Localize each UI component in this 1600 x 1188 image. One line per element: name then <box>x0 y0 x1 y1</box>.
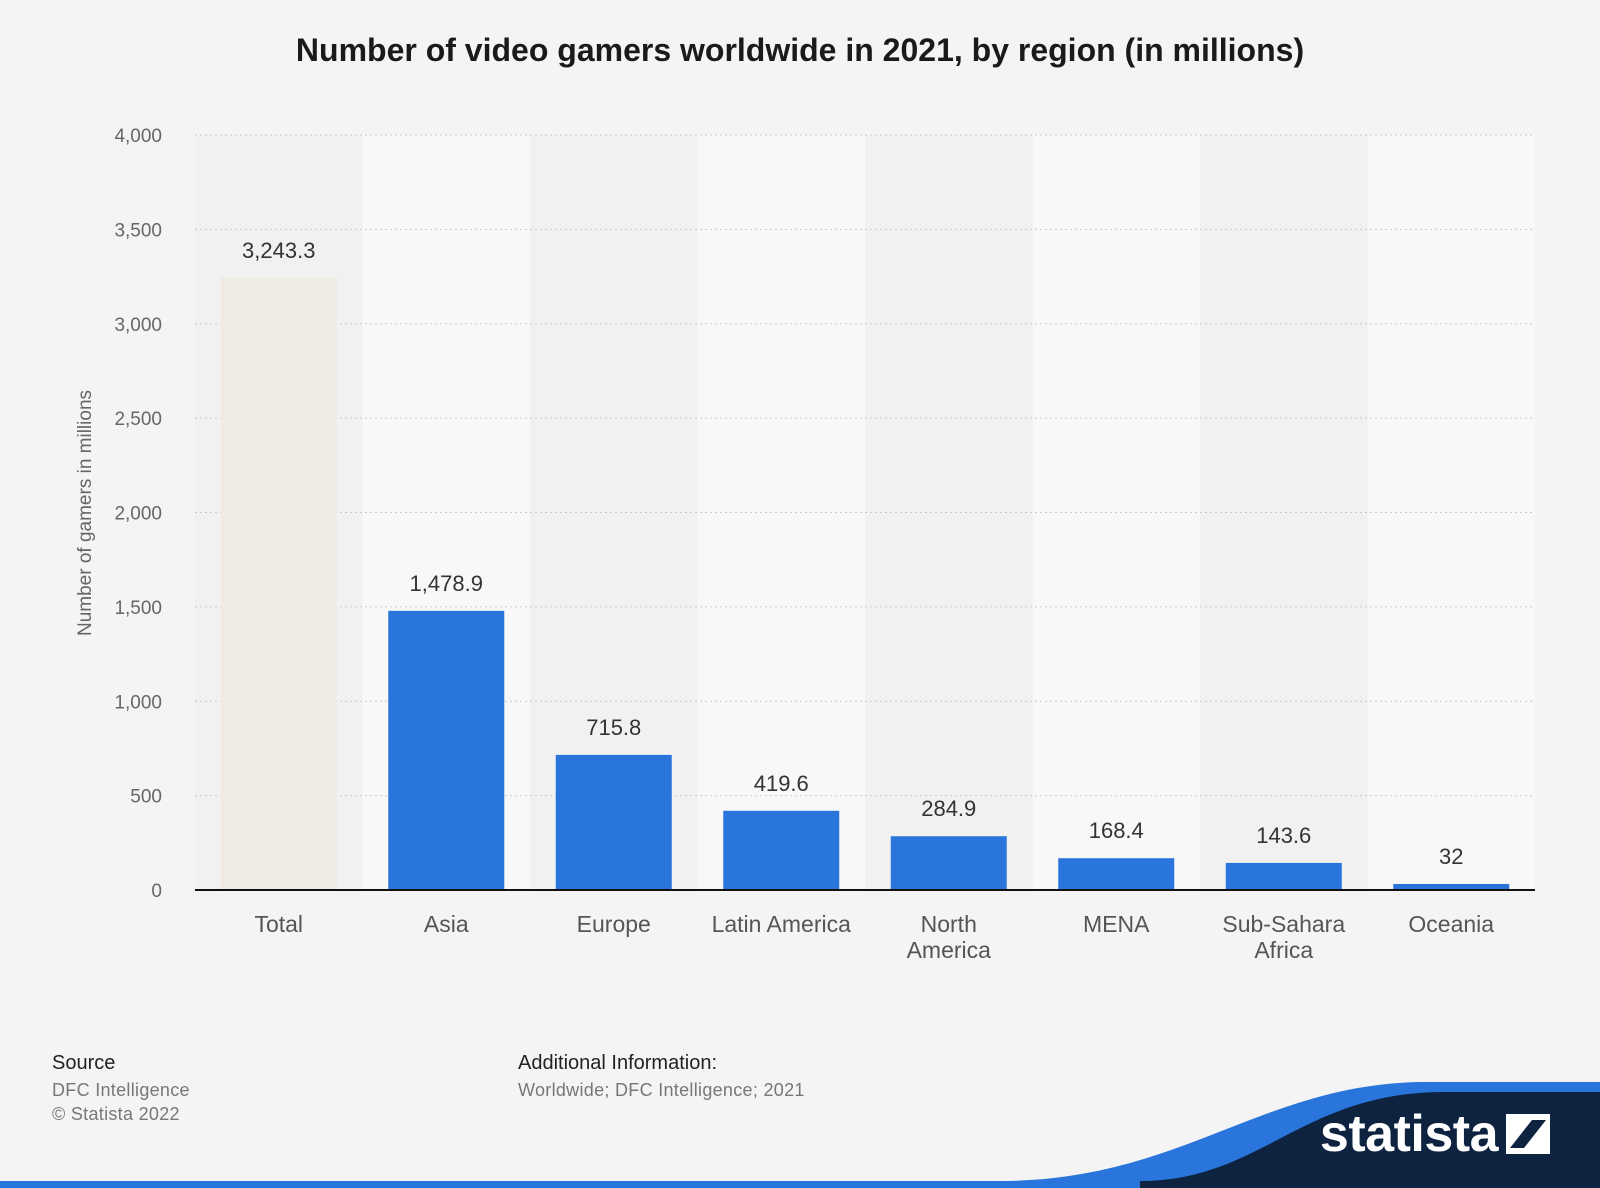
statista-logo[interactable]: statista <box>1320 1108 1550 1160</box>
bar-latin-america[interactable] <box>723 810 840 890</box>
source-name[interactable]: DFC Intelligence <box>52 1080 190 1100</box>
bar-asia[interactable] <box>388 610 505 890</box>
value-label: 284.9 <box>921 796 976 821</box>
value-label: 715.8 <box>586 715 641 740</box>
y-tick-label: 1,000 <box>114 692 162 713</box>
category-label: Sub-Sahara Africa <box>1222 911 1345 963</box>
column-band <box>865 135 1033 890</box>
value-label: 168.4 <box>1089 818 1144 843</box>
column-band <box>1200 135 1368 890</box>
y-axis-title: Number of gamers in millions <box>75 390 96 636</box>
additional-info-text: Worldwide; DFC Intelligence; 2021 <box>518 1080 805 1100</box>
bar-oceania[interactable] <box>1393 883 1510 890</box>
y-tick-label: 3,000 <box>114 315 162 336</box>
y-tick-label: 500 <box>130 787 162 808</box>
category-label: Europe <box>577 911 651 937</box>
value-label: 419.6 <box>754 771 809 796</box>
category-labels: Total Asia Europe Latin America North America… <box>254 911 1494 963</box>
y-tick-label: 4,000 <box>114 126 162 147</box>
bars <box>220 277 1510 890</box>
category-label: Asia <box>424 911 469 937</box>
y-tick-label: 2,000 <box>114 504 162 525</box>
bar-europe[interactable] <box>555 754 672 890</box>
bar-total[interactable] <box>220 277 337 890</box>
value-label: 143.6 <box>1256 823 1311 848</box>
wave-accent-band <box>0 1082 1600 1188</box>
value-label: 1,478.9 <box>410 571 483 596</box>
chart-title: Number of video gamers worldwide in 2021… <box>295 32 1305 68</box>
value-label: 3,243.3 <box>242 238 315 263</box>
category-label: Oceania <box>1408 911 1494 937</box>
y-tick-label: 3,500 <box>114 220 162 241</box>
bar-mena[interactable] <box>1058 858 1175 890</box>
category-label: MENA <box>1083 911 1150 937</box>
y-tick-label: 1,500 <box>114 598 162 619</box>
category-label: North America <box>907 911 992 963</box>
category-label: Total <box>254 911 303 937</box>
value-labels: 3,243.3 1,478.9 715.8 419.6 284.9 168.4 143.6 3… <box>242 238 1463 869</box>
bar-north-america[interactable] <box>890 836 1007 890</box>
value-label: 32 <box>1439 844 1463 869</box>
source-heading: Source <box>52 1052 116 1074</box>
wave-dark-band <box>1140 1092 1600 1188</box>
category-label: Latin America <box>712 911 852 937</box>
statista-mark-icon <box>1506 1114 1550 1154</box>
bar-sub-sahara-africa[interactable] <box>1225 862 1342 890</box>
bar-chart: 05001,0001,5002,0002,5003,0003,5004,000 … <box>75 126 1535 963</box>
copyright-text: © Statista 2022 <box>52 1104 180 1124</box>
gridlines <box>195 134 1535 797</box>
y-tick-label: 2,500 <box>114 409 162 430</box>
y-tick-label: 0 <box>151 881 162 902</box>
additional-info-heading: Additional Information: <box>518 1052 718 1074</box>
statista-wordmark: statista <box>1319 1105 1499 1163</box>
y-axis-ticks: 0 500 1,000 1,500 2,000 2,500 3,000 3,500 4,000 <box>114 126 162 902</box>
